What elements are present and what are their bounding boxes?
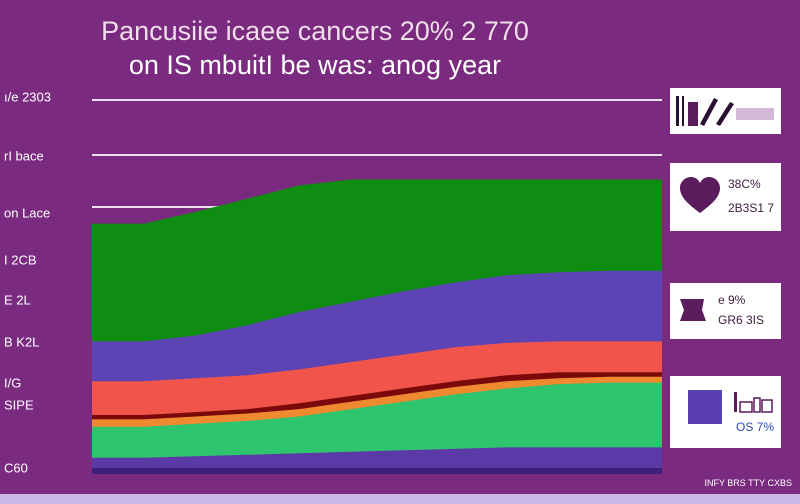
- area-series-6: [92, 447, 662, 468]
- y-tick-label: rI bace: [4, 148, 44, 164]
- y-tick-label: ı/e 2303: [4, 89, 51, 105]
- y-tick-label: on Lace: [4, 205, 51, 221]
- y-tick-label: C60: [4, 460, 28, 476]
- square-card-value: OS 7%: [736, 420, 775, 434]
- heart-icon: [680, 177, 720, 213]
- footer-note: INFY BRS TTY CXBS: [704, 478, 792, 488]
- y-tick-label: E 2L: [4, 292, 31, 308]
- bottom-strip: [0, 494, 800, 504]
- legend-card-square: OS 7%: [670, 376, 781, 448]
- legend-card-pillow: e 9% GR6 3IS: [670, 283, 781, 339]
- heart-card-value: 38C%: [728, 177, 761, 191]
- legend-card-chart: [670, 88, 781, 134]
- chart-title-block: Pancusiie icaee cancers 20% 2 770 on IS …: [0, 14, 630, 82]
- pillow-card-value: e 9%: [718, 293, 746, 307]
- pillow-icon: [680, 299, 706, 321]
- y-tick-label: SIPE: [4, 397, 34, 413]
- legend-card-heart: 38C% 2B3S1 7: [670, 163, 781, 231]
- chart-subtitle: on IS mbuitI be was: anog year: [128, 50, 502, 80]
- chart-bars-icon: [676, 96, 774, 126]
- y-tick-label: B K2L: [4, 334, 40, 350]
- mini-bars-icon: [734, 392, 773, 413]
- pillow-card-subvalue: GR6 3IS: [718, 313, 765, 327]
- heart-card-subvalue: 2B3S1 7: [728, 201, 775, 215]
- square-icon: [688, 390, 722, 424]
- y-tick-label: I/G: [4, 375, 22, 391]
- y-tick-label: I 2CB: [4, 252, 37, 268]
- x-axis-baseline: [92, 468, 662, 474]
- area-series-5: [92, 382, 662, 468]
- chart-title: Pancusiie icaee cancers 20% 2 770: [101, 16, 529, 46]
